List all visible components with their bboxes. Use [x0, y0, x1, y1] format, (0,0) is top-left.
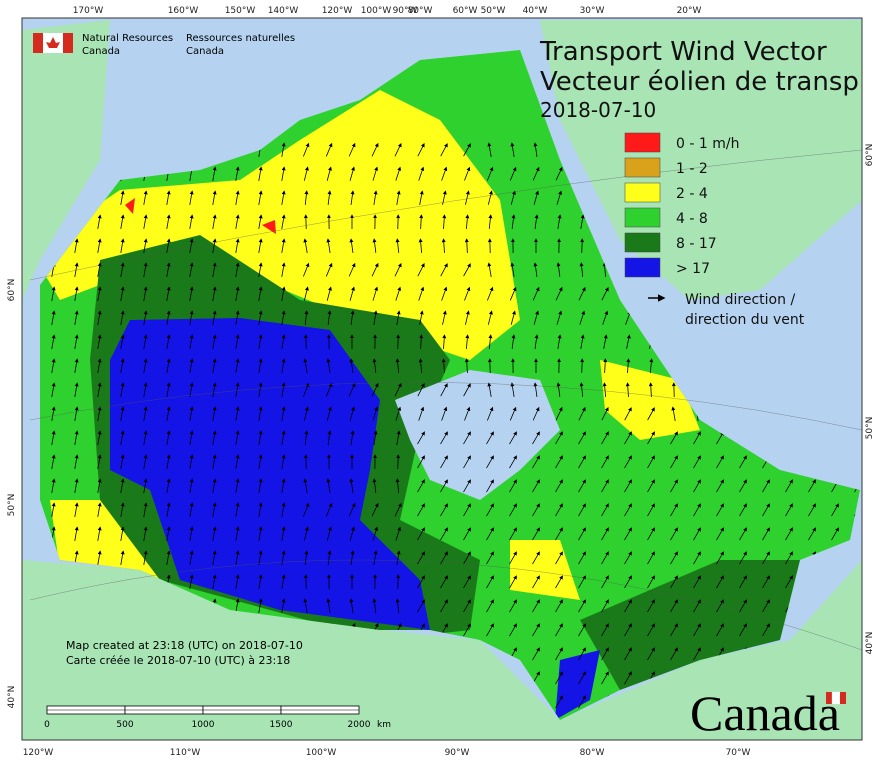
wordmark: Canada [690, 685, 840, 741]
top-tick-label: 60°W [453, 6, 478, 16]
legend-swatch [625, 208, 660, 227]
top-tick-label: 170°W [73, 6, 104, 16]
top-tick-label: 150°W [225, 6, 256, 16]
logo-text: Natural Resources [82, 33, 173, 44]
top-tick-label: 20°W [677, 6, 702, 16]
legend-label: Wind direction / [685, 292, 795, 308]
top-tick-label: 160°W [168, 6, 199, 16]
right-tick-label: 60°N [865, 144, 875, 167]
legend-swatch [625, 133, 660, 152]
legend-swatch [625, 158, 660, 177]
legend-swatch [625, 233, 660, 252]
scale-unit: km [377, 720, 391, 730]
map-body [22, 18, 862, 740]
top-tick-label: 40°W [523, 6, 548, 16]
bottom-tick-label: 90°W [445, 748, 470, 758]
top-tick-label: 100°W [361, 6, 392, 16]
legend-label: 8 - 17 [676, 236, 717, 252]
scale-label: 2000 [348, 720, 371, 730]
logo-text: Canada [82, 46, 120, 57]
date: 2018-07-10 [540, 98, 656, 122]
scale-label: 1000 [192, 720, 215, 730]
legend-label: 4 - 8 [676, 211, 708, 227]
logo-text: Ressources naturelles [186, 33, 295, 44]
bottom-tick-label: 100°W [306, 748, 337, 758]
right-tick-label: 40°N [865, 632, 875, 655]
logo-text: Canada [186, 46, 224, 57]
flag-band [63, 33, 73, 53]
bottom-tick-label: 120°W [23, 748, 54, 758]
bottom-tick-label: 110°W [170, 748, 201, 758]
legend-label: 0 - 1 m/h [676, 136, 739, 152]
scale-label: 0 [44, 720, 50, 730]
wordmark-flag [826, 692, 832, 704]
credit: Map created at 23:18 (UTC) on 2018-07-10 [66, 639, 303, 652]
left-tick-label: 50°N [7, 494, 17, 517]
scale-label: 1500 [270, 720, 293, 730]
left-tick-label: 40°N [7, 686, 17, 709]
flag-band [33, 33, 43, 53]
top-tick-label: 50°W [481, 6, 506, 16]
legend-label: > 17 [676, 261, 710, 277]
title: Vecteur éolien de transp [540, 67, 859, 97]
top-tick-label: 80°W [408, 6, 433, 16]
legend-label: 1 - 2 [676, 161, 708, 177]
top-tick-label: 140°W [268, 6, 299, 16]
title: Transport Wind Vector [539, 37, 827, 67]
scale-label: 500 [116, 720, 133, 730]
legend-swatch [625, 183, 660, 202]
wordmark-flag [832, 692, 840, 704]
bottom-tick-label: 70°W [726, 748, 751, 758]
legend-label: 2 - 4 [676, 186, 708, 202]
legend-label: direction du vent [685, 312, 805, 328]
right-tick-label: 50°N [865, 417, 875, 440]
top-tick-label: 120°W [322, 6, 353, 16]
legend-swatch [625, 258, 660, 277]
left-tick-label: 60°N [7, 279, 17, 302]
credit: Carte créée le 2018-07-10 (UTC) à 23:18 [66, 654, 290, 667]
top-tick-label: 30°W [580, 6, 605, 16]
bottom-tick-label: 80°W [580, 748, 605, 758]
wordmark-flag [840, 692, 846, 704]
